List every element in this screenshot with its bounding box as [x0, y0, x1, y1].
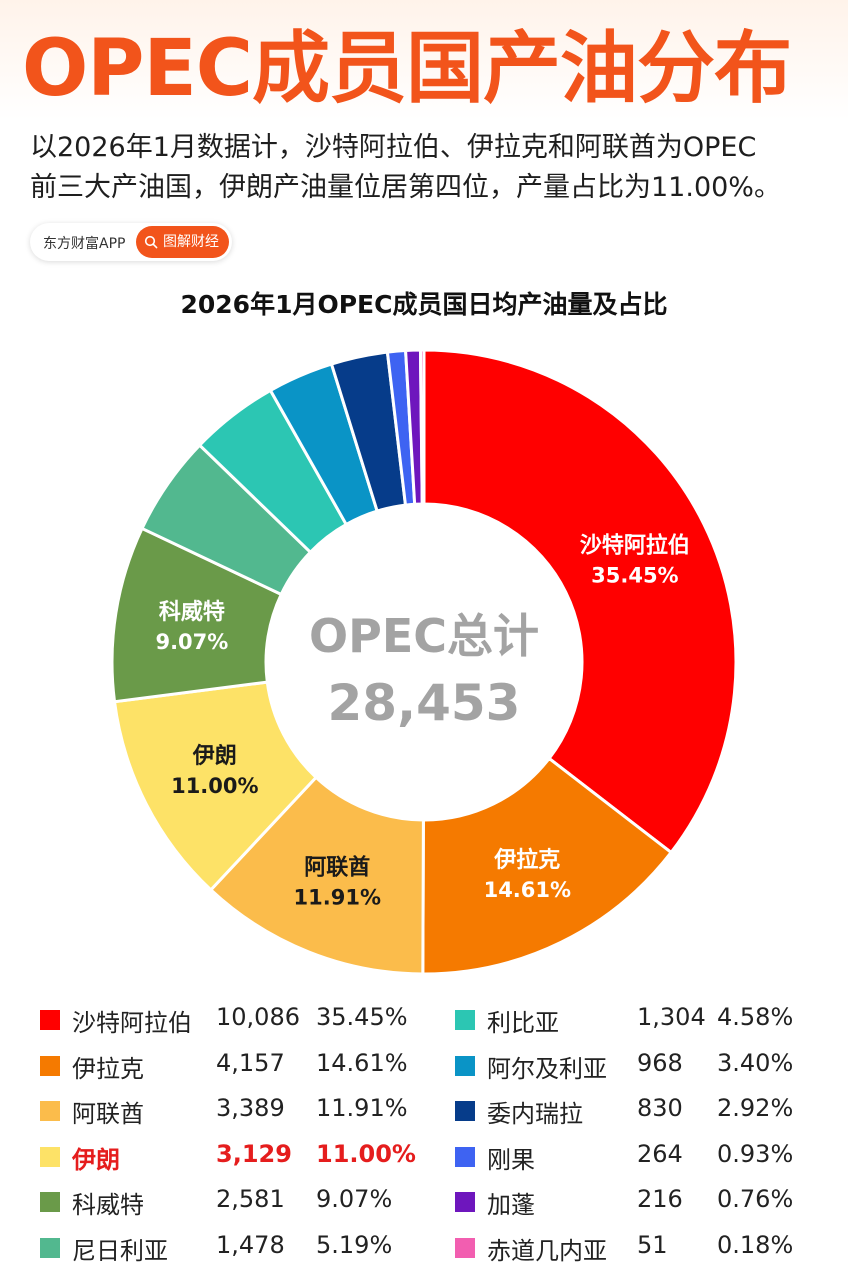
- legend-item: 阿联酋 3,389 11.91%: [40, 1092, 420, 1128]
- source-app-label: 东方财富APP: [43, 236, 126, 252]
- source-badge: 东方财富APP 图解财经: [30, 223, 232, 261]
- slice-name-label: 沙特阿拉伯: [580, 532, 690, 558]
- donut-slice: [421, 756, 674, 976]
- legend-name: 科威特: [72, 1191, 144, 1219]
- legend-item: 科威特 2,581 9.07%: [40, 1183, 420, 1219]
- legend-value: 216: [637, 1185, 683, 1213]
- legend-percent: 5.19%: [316, 1230, 393, 1259]
- legend-name: 尼日利亚: [72, 1236, 168, 1265]
- chart-title: 2026年1月OPEC成员国日均产油量及占比: [180, 290, 668, 319]
- page-title: OPEC成员国产油分布: [22, 24, 792, 114]
- legend-item: 加蓬 216 0.76%: [455, 1183, 825, 1219]
- slice-name-label: 阿联酋: [304, 854, 370, 880]
- legend-value: 1,478: [216, 1230, 285, 1259]
- legend-swatch: [40, 1101, 60, 1121]
- legend-swatch: [40, 1010, 60, 1030]
- legend-item: 利比亚 1,304 4.58%: [455, 1001, 825, 1037]
- slice-name-label: 科威特: [159, 599, 225, 625]
- legend-item: 沙特阿拉伯 10,086 35.45%: [40, 1001, 420, 1037]
- legend-item: 赤道几内亚 51 0.18%: [455, 1229, 825, 1265]
- legend-value: 830: [637, 1094, 683, 1122]
- legend-percent: 4.58%: [717, 1003, 794, 1031]
- center-value: 28,453: [328, 674, 521, 732]
- legend-name: 利比亚: [487, 1009, 559, 1037]
- legend-value: 10,086: [216, 1003, 300, 1031]
- legend-name: 沙特阿拉伯: [72, 1009, 192, 1037]
- legend-item: 委内瑞拉 830 2.92%: [455, 1092, 825, 1128]
- legend-percent: 0.18%: [717, 1230, 794, 1259]
- slice-percent-label: 9.07%: [155, 630, 228, 654]
- legend-value: 2,581: [216, 1185, 285, 1213]
- header-background: [0, 0, 848, 120]
- legend-percent: 2.92%: [717, 1094, 794, 1122]
- legend-item: 伊拉克 4,157 14.61%: [40, 1047, 420, 1083]
- slice-percent-label: 11.91%: [294, 885, 381, 909]
- source-brand-pill: 图解财经: [136, 226, 229, 258]
- slice-percent-label: 35.45%: [591, 563, 678, 587]
- legend-swatch: [455, 1101, 475, 1121]
- legend-value: 3,129: [216, 1139, 292, 1168]
- legend-percent: 9.07%: [316, 1185, 393, 1213]
- legend-percent: 0.93%: [717, 1139, 794, 1168]
- legend-percent: 14.61%: [316, 1048, 408, 1077]
- legend-item: 阿尔及利亚 968 3.40%: [455, 1047, 825, 1083]
- donut-hole: [267, 505, 581, 819]
- legend-percent: 11.00%: [316, 1139, 416, 1168]
- center-label: OPEC总计: [309, 609, 539, 663]
- legend-swatch: [40, 1192, 60, 1212]
- legend-swatch: [40, 1146, 60, 1167]
- legend-item: 伊朗 3,129 11.00%: [40, 1138, 420, 1174]
- legend-swatch: [455, 1237, 475, 1258]
- intro-text: 以2026年1月数据计，沙特阿拉伯、伊拉克和阿联酋为OPEC 前三大产油国，伊朗…: [30, 128, 830, 208]
- slice-percent-label: 14.61%: [484, 878, 571, 902]
- legend-value: 264: [637, 1139, 683, 1168]
- legend-name: 委内瑞拉: [487, 1100, 583, 1128]
- source-brand-label: 图解财经: [163, 234, 219, 250]
- legend-percent: 35.45%: [316, 1003, 408, 1031]
- legend-name: 阿联酋: [72, 1100, 144, 1128]
- legend-percent: 3.40%: [717, 1048, 794, 1077]
- slice-percent-label: 11.00%: [171, 774, 258, 798]
- legend-value: 4,157: [216, 1048, 285, 1077]
- legend-name: 阿尔及利亚: [487, 1054, 607, 1083]
- legend-value: 51: [637, 1230, 668, 1259]
- legend-name: 刚果: [487, 1145, 535, 1174]
- legend-name: 伊朗: [72, 1145, 120, 1174]
- legend-swatch: [455, 1010, 475, 1030]
- legend-percent: 11.91%: [316, 1094, 408, 1122]
- legend: 沙特阿拉伯 10,086 35.45% 伊拉克 4,157 14.61% 阿联酋 3,389 1…: [0, 998, 848, 1278]
- legend-name: 伊拉克: [72, 1054, 144, 1083]
- legend-value: 3,389: [216, 1094, 285, 1122]
- legend-name: 加蓬: [487, 1191, 535, 1219]
- intro-line-1: 以2026年1月数据计，沙特阿拉伯、伊拉克和阿联酋为OPEC: [30, 132, 757, 163]
- legend-value: 1,304: [637, 1003, 706, 1031]
- legend-percent: 0.76%: [717, 1185, 794, 1213]
- intro-line-2: 前三大产油国，伊朗产油量位居第四位，产量占比为11.00%。: [30, 172, 781, 203]
- legend-swatch: [455, 1192, 475, 1212]
- legend-swatch: [40, 1237, 60, 1258]
- slice-name-label: 伊朗: [192, 743, 237, 769]
- donut-slice: [418, 348, 426, 506]
- legend-swatch: [455, 1055, 475, 1076]
- donut-chart: OPEC总计 28,453 沙特阿拉伯 35.45% 伊拉克 14.61% 阿联酋 11.…: [110, 348, 738, 976]
- legend-swatch: [40, 1055, 60, 1076]
- legend-item: 尼日利亚 1,478 5.19%: [40, 1229, 420, 1265]
- legend-swatch: [455, 1146, 475, 1167]
- legend-name: 赤道几内亚: [487, 1236, 607, 1265]
- legend-item: 刚果 264 0.93%: [455, 1138, 825, 1174]
- donut-slice: [422, 348, 738, 855]
- legend-value: 968: [637, 1048, 683, 1077]
- search-icon: [144, 235, 158, 249]
- slice-name-label: 伊拉克: [493, 847, 560, 873]
